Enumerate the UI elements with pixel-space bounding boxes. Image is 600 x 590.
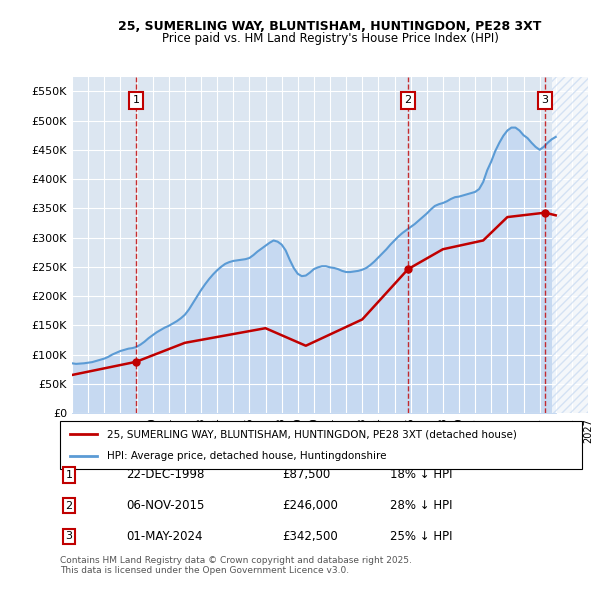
Text: 28% ↓ HPI: 28% ↓ HPI [390, 499, 452, 512]
Text: 1: 1 [65, 470, 73, 480]
Text: 25, SUMERLING WAY, BLUNTISHAM, HUNTINGDON, PE28 3XT: 25, SUMERLING WAY, BLUNTISHAM, HUNTINGDO… [118, 20, 542, 33]
Text: 01-MAY-2024: 01-MAY-2024 [126, 530, 203, 543]
Text: 2: 2 [404, 95, 412, 105]
Text: HPI: Average price, detached house, Huntingdonshire: HPI: Average price, detached house, Hunt… [107, 451, 386, 461]
Text: 1: 1 [133, 95, 140, 105]
Text: 2: 2 [65, 501, 73, 510]
Text: 18% ↓ HPI: 18% ↓ HPI [390, 468, 452, 481]
Text: 3: 3 [65, 532, 73, 541]
Text: £342,500: £342,500 [282, 530, 338, 543]
Text: 3: 3 [541, 95, 548, 105]
Text: 06-NOV-2015: 06-NOV-2015 [126, 499, 205, 512]
Text: 25% ↓ HPI: 25% ↓ HPI [390, 530, 452, 543]
Text: 25, SUMERLING WAY, BLUNTISHAM, HUNTINGDON, PE28 3XT (detached house): 25, SUMERLING WAY, BLUNTISHAM, HUNTINGDO… [107, 429, 517, 439]
Text: £87,500: £87,500 [282, 468, 330, 481]
Text: Contains HM Land Registry data © Crown copyright and database right 2025.
This d: Contains HM Land Registry data © Crown c… [60, 556, 412, 575]
Text: 22-DEC-1998: 22-DEC-1998 [126, 468, 205, 481]
FancyBboxPatch shape [60, 421, 582, 469]
Text: £246,000: £246,000 [282, 499, 338, 512]
Text: Price paid vs. HM Land Registry's House Price Index (HPI): Price paid vs. HM Land Registry's House … [161, 32, 499, 45]
